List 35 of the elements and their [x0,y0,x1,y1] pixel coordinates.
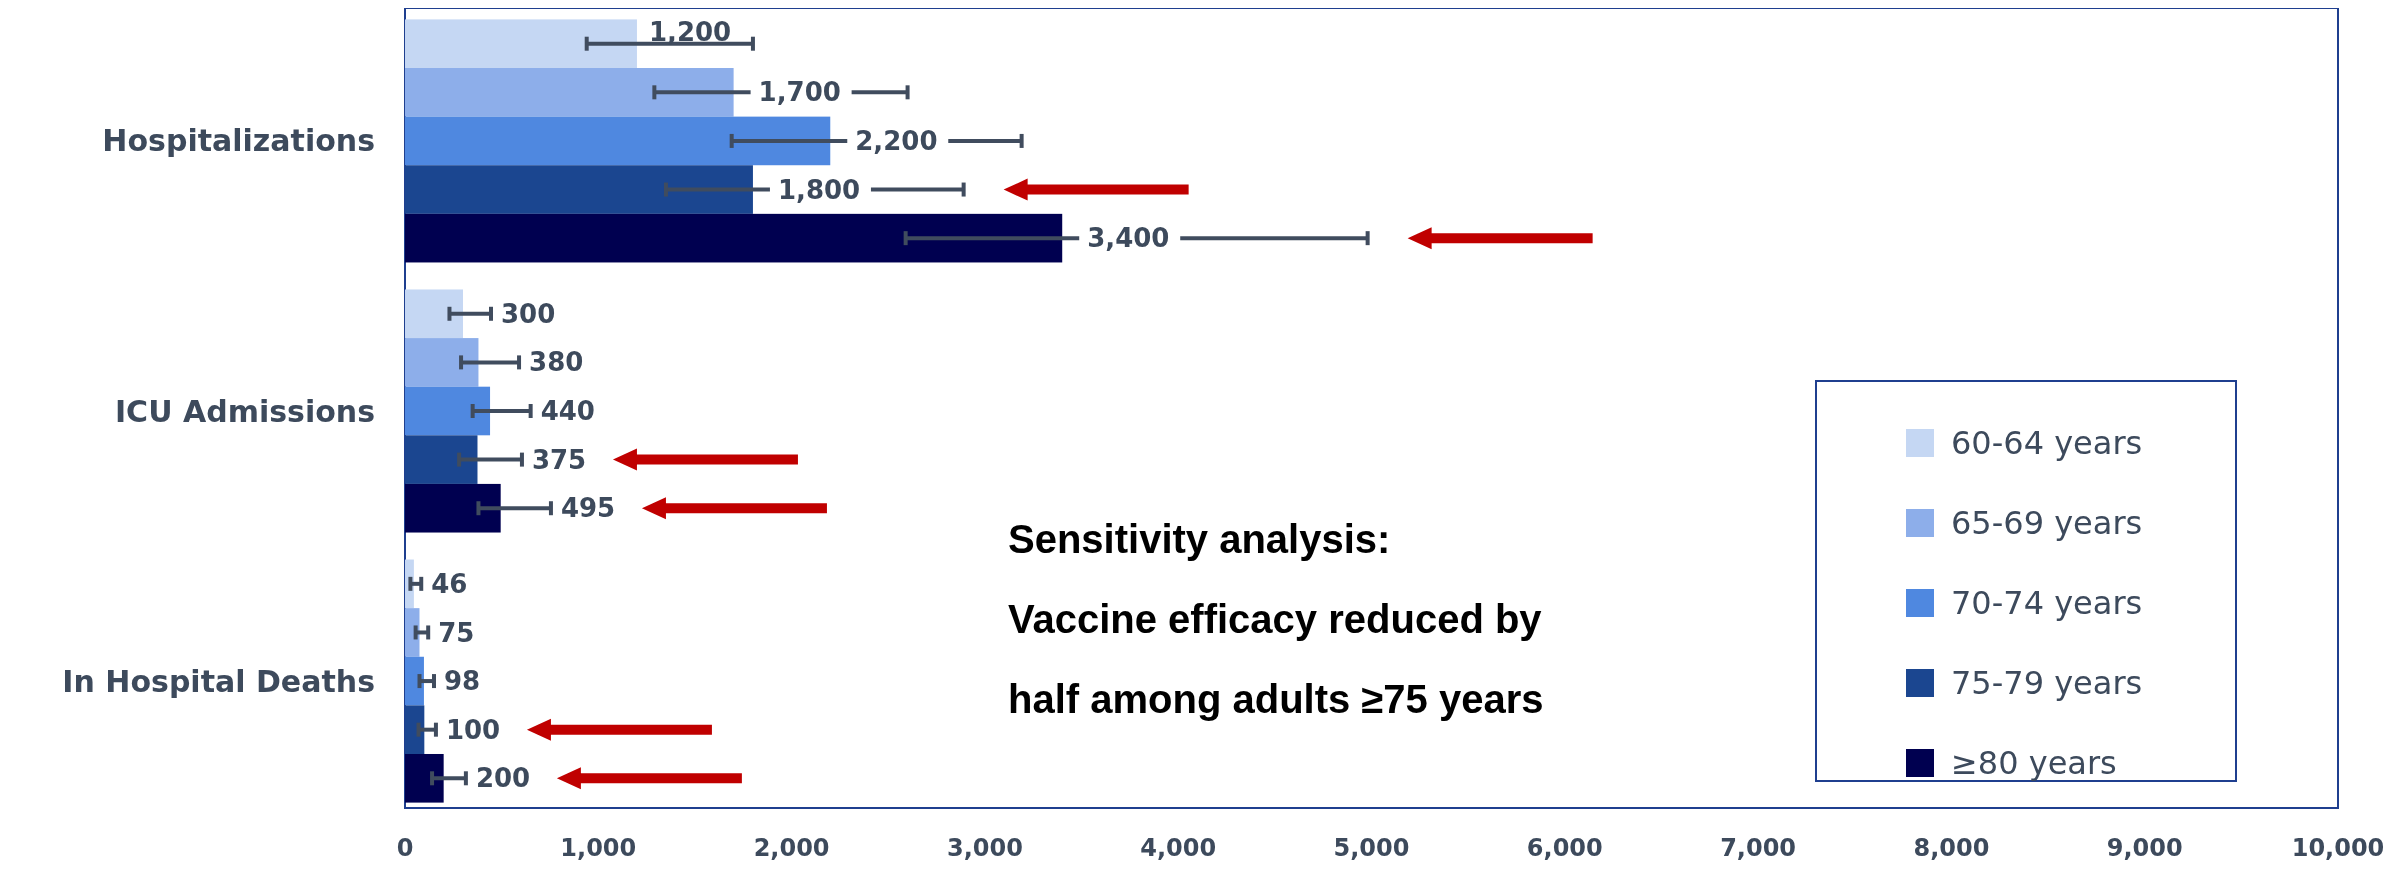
data-label: 98 [443,666,481,697]
data-label: 200 [475,763,531,794]
x-tick-label: 5,000 [1333,834,1410,862]
data-label: 2,200 [855,126,938,157]
annotation: Sensitivity analysis: Vaccine efficacy reduced by half among adults ≥75 years [1008,517,1544,721]
data-label: 380 [529,347,584,378]
x-tick-label: 4,000 [1140,834,1217,862]
x-tick-label: 8,000 [1913,834,1990,862]
data-label: 100 [445,714,501,745]
x-tick-label: 10,000 [2291,834,2385,862]
y-tick-label: ICU Admissions [114,393,375,429]
x-tick-label: 3,000 [946,834,1023,862]
legend-label: 75-79 years [1951,664,2143,703]
legend-label: ≥80 years [1951,744,2117,783]
data-label: 1,800 [777,174,861,205]
x-tick-label: 1,000 [560,834,637,862]
data-label: 46 [431,568,468,599]
y-tick-label: Hospitalizations [102,123,375,159]
legend-label: 60-64 years [1951,424,2143,463]
x-tick-label: 0 [396,834,414,862]
data-label: 3,400 [1087,223,1170,254]
x-tick-label: 7,000 [1720,834,1797,862]
data-label: 495 [560,493,616,524]
data-label: 300 [501,298,556,329]
legend-label: 65-69 years [1951,504,2143,543]
y-tick-label: In Hospital Deaths [62,663,375,699]
legend-label: 70-74 years [1951,584,2143,623]
data-label: 75 [438,617,475,648]
data-label: 1,200 [648,16,732,47]
x-tick-label: 2,000 [753,834,830,862]
x-tick-label: 6,000 [1526,834,1603,862]
data-label: 375 [531,444,587,475]
data-label: 440 [540,396,595,427]
x-tick-label: 9,000 [2106,834,2183,862]
data-label: 1,700 [758,77,841,108]
